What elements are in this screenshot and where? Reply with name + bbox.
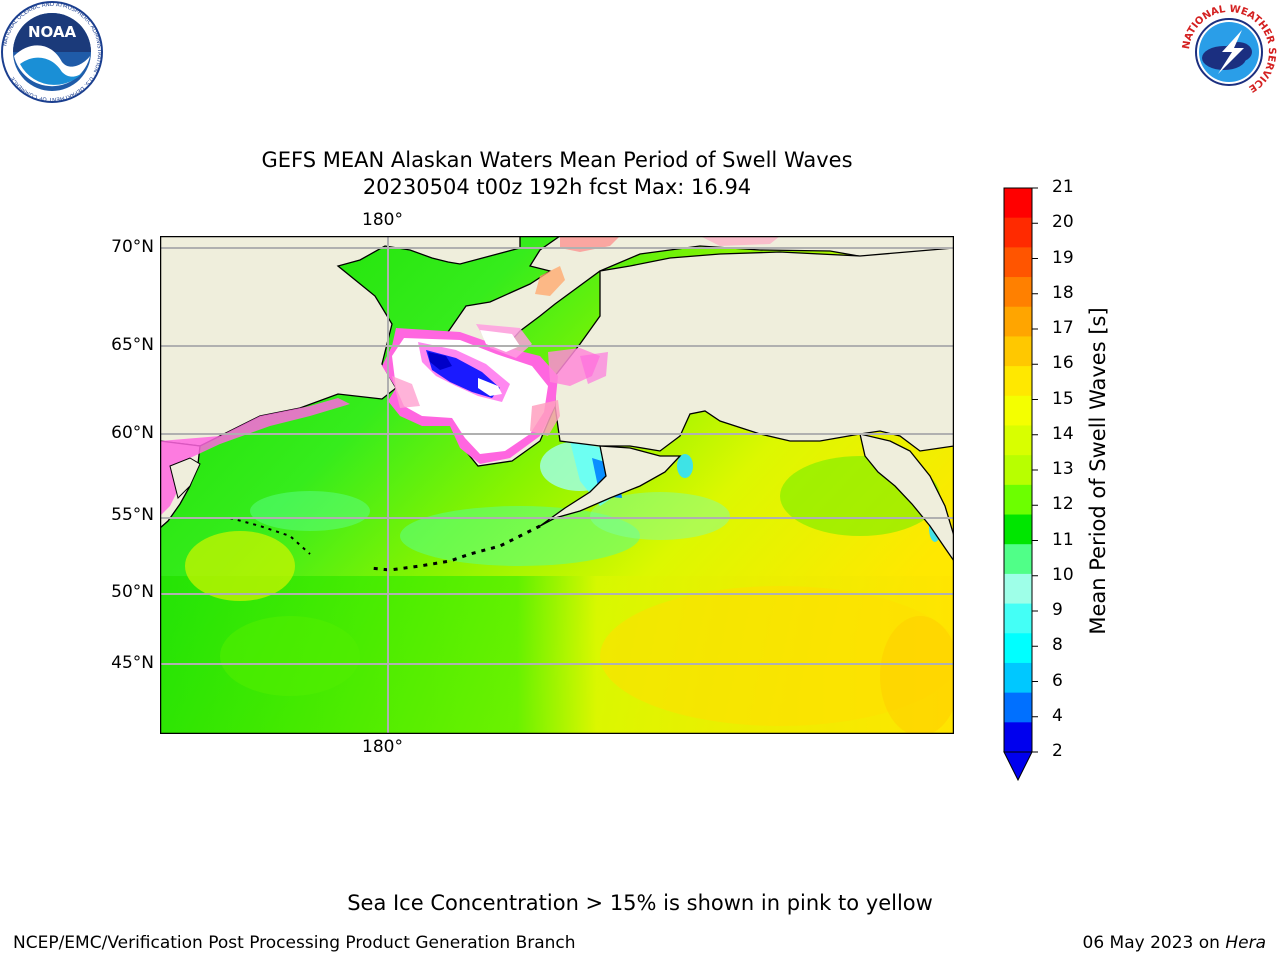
colorbar-band (1004, 336, 1032, 367)
colorbar-tick-label: 19 (1052, 247, 1074, 268)
colorbar-tick-label: 6 (1052, 670, 1063, 691)
colorbar-tick-label: 10 (1052, 564, 1074, 585)
colorbar-band (1004, 573, 1032, 605)
map-frame (160, 236, 954, 734)
colorbar-band (1004, 544, 1032, 575)
colorbar-extend-arrow (1003, 751, 1033, 782)
colorbar-tick-label: 12 (1052, 494, 1074, 515)
colorbar-band (1004, 277, 1032, 308)
colorbar-tick-label: 11 (1052, 529, 1074, 550)
map-gridlines (160, 236, 954, 734)
footer-date-text: 06 May 2023 on (1082, 933, 1220, 953)
lat-label-60n: 60°N (111, 423, 154, 443)
footer-date: 06 May 2023 on Hera (1083, 933, 1267, 953)
colorbar-tick-label: 17 (1052, 318, 1074, 338)
lat-label-55n: 55°N (111, 505, 154, 525)
colorbar-band (1004, 217, 1032, 248)
colorbar-band (1004, 603, 1032, 634)
colorbar-band (1004, 514, 1032, 545)
colorbar-tick-label: 9 (1052, 600, 1063, 620)
colorbar-band (1004, 722, 1032, 753)
colorbar-tick-label: 15 (1052, 388, 1074, 409)
colorbar-tick-label: 13 (1052, 459, 1074, 479)
lat-label-65n: 65°N (111, 335, 154, 355)
colorbar-band (1004, 306, 1032, 337)
lon-label-bottom: 180° (362, 737, 403, 757)
colorbar-tick-label: 4 (1052, 705, 1063, 726)
colorbar-tick-label: 16 (1052, 353, 1074, 374)
national-weather-service-logo: NATIONAL WEATHER SERVICE (1181, 4, 1277, 100)
noaa-logo: NOAA NATIONAL OCEANIC AND ATMOSPHERIC AD… (1, 1, 103, 103)
lat-label-45n: 45°N (111, 653, 154, 673)
noaa-logo-text: NOAA (28, 23, 77, 41)
swell-period-map (160, 236, 954, 734)
sea-ice-note: Sea Ice Concentration > 15% is shown in … (347, 891, 933, 915)
colorbar (1003, 187, 1038, 782)
colorbar-tick-label: 14 (1052, 423, 1074, 444)
colorbar-band (1004, 662, 1032, 694)
colorbar-band (1004, 455, 1032, 486)
chart-subtitle: 20230504 t00z 192h fcst Max: 16.94 (362, 175, 752, 199)
lat-label-50n: 50°N (111, 582, 154, 602)
colorbar-band (1004, 425, 1032, 456)
colorbar-tick-label: 20 (1052, 212, 1074, 233)
lon-label-top: 180° (362, 210, 403, 230)
footer-credit: NCEP/EMC/Verification Post Processing Pr… (13, 933, 576, 953)
colorbar-title: Mean Period of Swell Waves [s] (1086, 307, 1110, 635)
colorbar-band (1004, 484, 1032, 516)
colorbar-band (1004, 247, 1032, 278)
colorbar-tick-label: 8 (1052, 635, 1063, 656)
land-siberia (160, 236, 521, 447)
aleutian-islands (369, 524, 541, 572)
colorbar-tick-label: 18 (1052, 282, 1074, 303)
lat-label-70n: 70°N (111, 237, 154, 257)
colorbar-band (1004, 633, 1032, 664)
colorbar-band (1004, 395, 1032, 426)
colorbar-band (1004, 366, 1032, 397)
colorbar-band (1004, 692, 1032, 723)
colorbar-band (1004, 188, 1032, 219)
footer-machine: Hera (1225, 933, 1266, 953)
colorbar-tick-label: 21 (1052, 177, 1074, 197)
chart-title: GEFS MEAN Alaskan Waters Mean Period of … (261, 148, 853, 172)
colorbar-tick-label: 2 (1052, 741, 1063, 761)
